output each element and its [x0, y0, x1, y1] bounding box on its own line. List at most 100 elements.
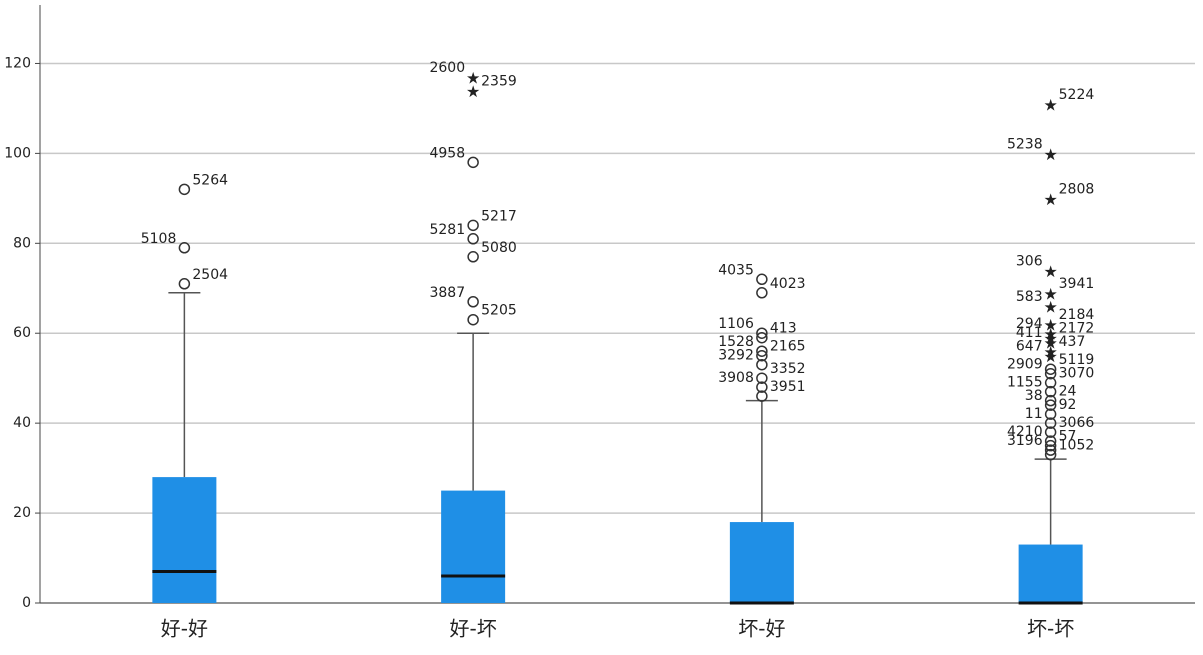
outlier-label: 3066: [1059, 415, 1095, 431]
outlier-label: 2808: [1059, 181, 1095, 197]
outlier-star: ★: [466, 82, 480, 101]
y-tick-label: 120: [4, 55, 31, 71]
outlier-label: 57: [1059, 429, 1077, 445]
outlier-label: 306: [1016, 253, 1043, 269]
box: [152, 477, 217, 603]
outlier-label: 4958: [429, 145, 465, 161]
outlier-label: 5119: [1059, 352, 1095, 368]
outlier-label: 2184: [1059, 307, 1095, 323]
outlier-circle: [1044, 417, 1057, 429]
outlier-label: 413: [770, 321, 797, 337]
outlier-circle: [1044, 444, 1057, 456]
outlier-circle: [1044, 448, 1057, 461]
outlier-circle: [1044, 435, 1057, 447]
y-tick-label: 40: [13, 415, 31, 431]
outlier-circle: [178, 183, 191, 196]
outlier-star: ★: [1043, 329, 1057, 348]
outlier-star: ★: [1043, 95, 1057, 114]
outlier-circle: [1044, 394, 1057, 407]
outlier-circle: [178, 278, 191, 290]
outlier-label: 2504: [192, 267, 228, 283]
outlier-label: 3352: [770, 361, 806, 377]
outlier-circle: [1044, 439, 1057, 452]
outlier-star: ★: [1043, 325, 1057, 344]
outlier-label: 4023: [770, 276, 806, 292]
outlier-circle: [178, 242, 191, 254]
outlier-label: 2165: [770, 339, 806, 355]
box: [729, 522, 794, 603]
outlier-star: ★: [1043, 334, 1057, 353]
y-tick-label: 20: [13, 505, 31, 521]
outlier-star: ★: [1043, 298, 1057, 317]
box: [1018, 544, 1083, 603]
x-tick-label: 坏-坏: [1027, 617, 1074, 641]
outlier-label: 11: [1025, 406, 1043, 422]
outlier-label: 5224: [1059, 87, 1095, 103]
outlier-label: 5238: [1007, 136, 1043, 152]
outlier-circle: [756, 345, 768, 357]
y-tick-label: 0: [22, 595, 31, 611]
outlier-star: ★: [466, 68, 480, 87]
outlier-label: 3070: [1059, 366, 1095, 382]
outlier-circle: [1044, 426, 1057, 438]
outlier-circle: [467, 219, 479, 232]
outlier-label: 24: [1059, 384, 1077, 400]
outlier-circle: [756, 331, 768, 344]
outlier-label: 2359: [481, 73, 517, 89]
outlier-star: ★: [1043, 284, 1057, 303]
outlier-circle: [756, 372, 768, 384]
outlier-circle: [467, 251, 479, 263]
outlier-circle: [1044, 367, 1057, 380]
outlier-circle: [467, 233, 479, 245]
outlier-label: 4210: [1007, 424, 1043, 440]
outlier-circle: [756, 327, 768, 339]
outlier-star: ★: [1043, 347, 1057, 366]
outlier-label: 5217: [481, 208, 517, 224]
outlier-label: 1052: [1059, 438, 1095, 454]
outlier-label: 4035: [718, 262, 754, 278]
outlier-label: 5264: [192, 172, 228, 188]
x-tick-label: 好-坏: [450, 617, 497, 641]
outlier-star: ★: [1043, 343, 1057, 362]
x-tick-label: 坏-好: [738, 617, 785, 641]
outlier-circle: [1044, 408, 1057, 420]
y-tick-label: 80: [13, 235, 31, 251]
outlier-label: 2909: [1007, 357, 1043, 373]
y-tick-label: 100: [4, 145, 31, 161]
outlier-circle: [467, 313, 479, 326]
outlier-star: ★: [1043, 262, 1057, 281]
outlier-label: 92: [1059, 397, 1077, 413]
outlier-label: 1106: [718, 316, 754, 332]
outlier-label: 294: [1016, 316, 1043, 332]
outlier-circle: [756, 390, 768, 402]
outlier-label: 3908: [718, 370, 754, 386]
outlier-circle: [756, 349, 768, 362]
outlier-circle: [467, 296, 479, 308]
outlier-circle: [1044, 363, 1057, 375]
outlier-star: ★: [1043, 316, 1057, 335]
outlier-circle: [756, 381, 768, 393]
outlier-label: 5281: [429, 222, 465, 238]
outlier-label: 3196: [1007, 433, 1043, 449]
outlier-label: 2172: [1059, 321, 1095, 337]
outlier-circle: [1044, 399, 1057, 411]
outlier-label: 2600: [429, 60, 465, 76]
outlier-circle: [756, 273, 768, 286]
outlier-label: 3951: [770, 379, 806, 395]
box: [441, 490, 506, 603]
x-tick-label: 好-好: [161, 617, 208, 641]
outlier-label: 3292: [718, 348, 754, 364]
outlier-circle: [756, 287, 768, 299]
outlier-star: ★: [1043, 190, 1057, 209]
outlier-label: 411: [1016, 325, 1043, 341]
outlier-label: 3941: [1059, 276, 1095, 292]
outlier-label: 583: [1016, 289, 1043, 305]
outlier-circle: [1044, 376, 1057, 389]
outlier-circle: [467, 156, 479, 169]
outlier-label: 5205: [481, 303, 517, 319]
outlier-star: ★: [1043, 145, 1057, 164]
outlier-label: 1528: [718, 334, 754, 350]
outlier-label: 3887: [429, 285, 465, 301]
